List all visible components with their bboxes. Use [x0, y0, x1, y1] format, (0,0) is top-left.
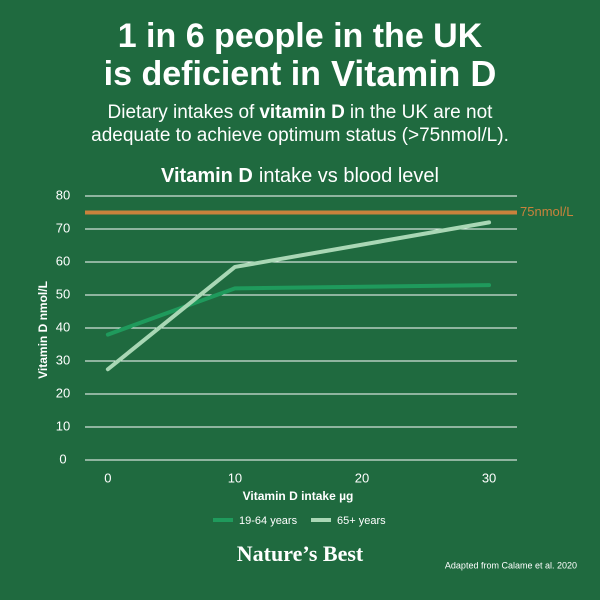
- y-axis-label: Vitamin D nmol/L: [36, 281, 50, 379]
- x-tick-label: 0: [104, 470, 111, 485]
- subtitle: adequate to achieve optimum status (>75n…: [91, 125, 509, 146]
- y-tick-label: 70: [56, 220, 70, 235]
- x-axis-label: Vitamin D intake µg: [243, 489, 354, 503]
- chart-title: Vitamin D intake vs blood level: [161, 165, 439, 187]
- y-tick-label: 20: [56, 385, 70, 400]
- y-tick-label: 0: [59, 451, 66, 466]
- brand-logo: Nature’s Best: [237, 541, 364, 566]
- y-tick-label: 30: [56, 352, 70, 367]
- headline: 1 in 6 people in the UK: [118, 17, 483, 55]
- series-line: [105, 283, 492, 337]
- chart-title-bold: Vitamin D: [161, 165, 253, 187]
- headline-text: is deficient in: [104, 55, 321, 93]
- x-tick-label: 20: [355, 470, 369, 485]
- source-note: Adapted from Calame et al. 2020: [445, 560, 577, 570]
- y-tick-label: 10: [56, 418, 70, 433]
- legend-label: 65+ years: [337, 515, 386, 527]
- y-tick-label: 50: [56, 286, 70, 301]
- y-tick-label: 60: [56, 253, 70, 268]
- y-tick-label: 40: [56, 319, 70, 334]
- x-tick-label: 30: [482, 470, 496, 485]
- y-tick-label: 80: [56, 187, 70, 202]
- subtitle-text: in the UK are not: [350, 102, 493, 123]
- subtitle-bold: vitamin D: [259, 102, 345, 123]
- x-tick-label: 10: [228, 470, 242, 485]
- chart-title-text: intake vs blood level: [259, 165, 439, 187]
- headline: is deficient in Vitamin D: [104, 53, 497, 94]
- series-line: [105, 220, 492, 372]
- reference-label: 75nmol/L: [520, 204, 573, 219]
- headline-bold: Vitamin D: [331, 53, 496, 94]
- subtitle-text: Dietary intakes of: [108, 102, 256, 123]
- legend-label: 19-64 years: [239, 515, 298, 527]
